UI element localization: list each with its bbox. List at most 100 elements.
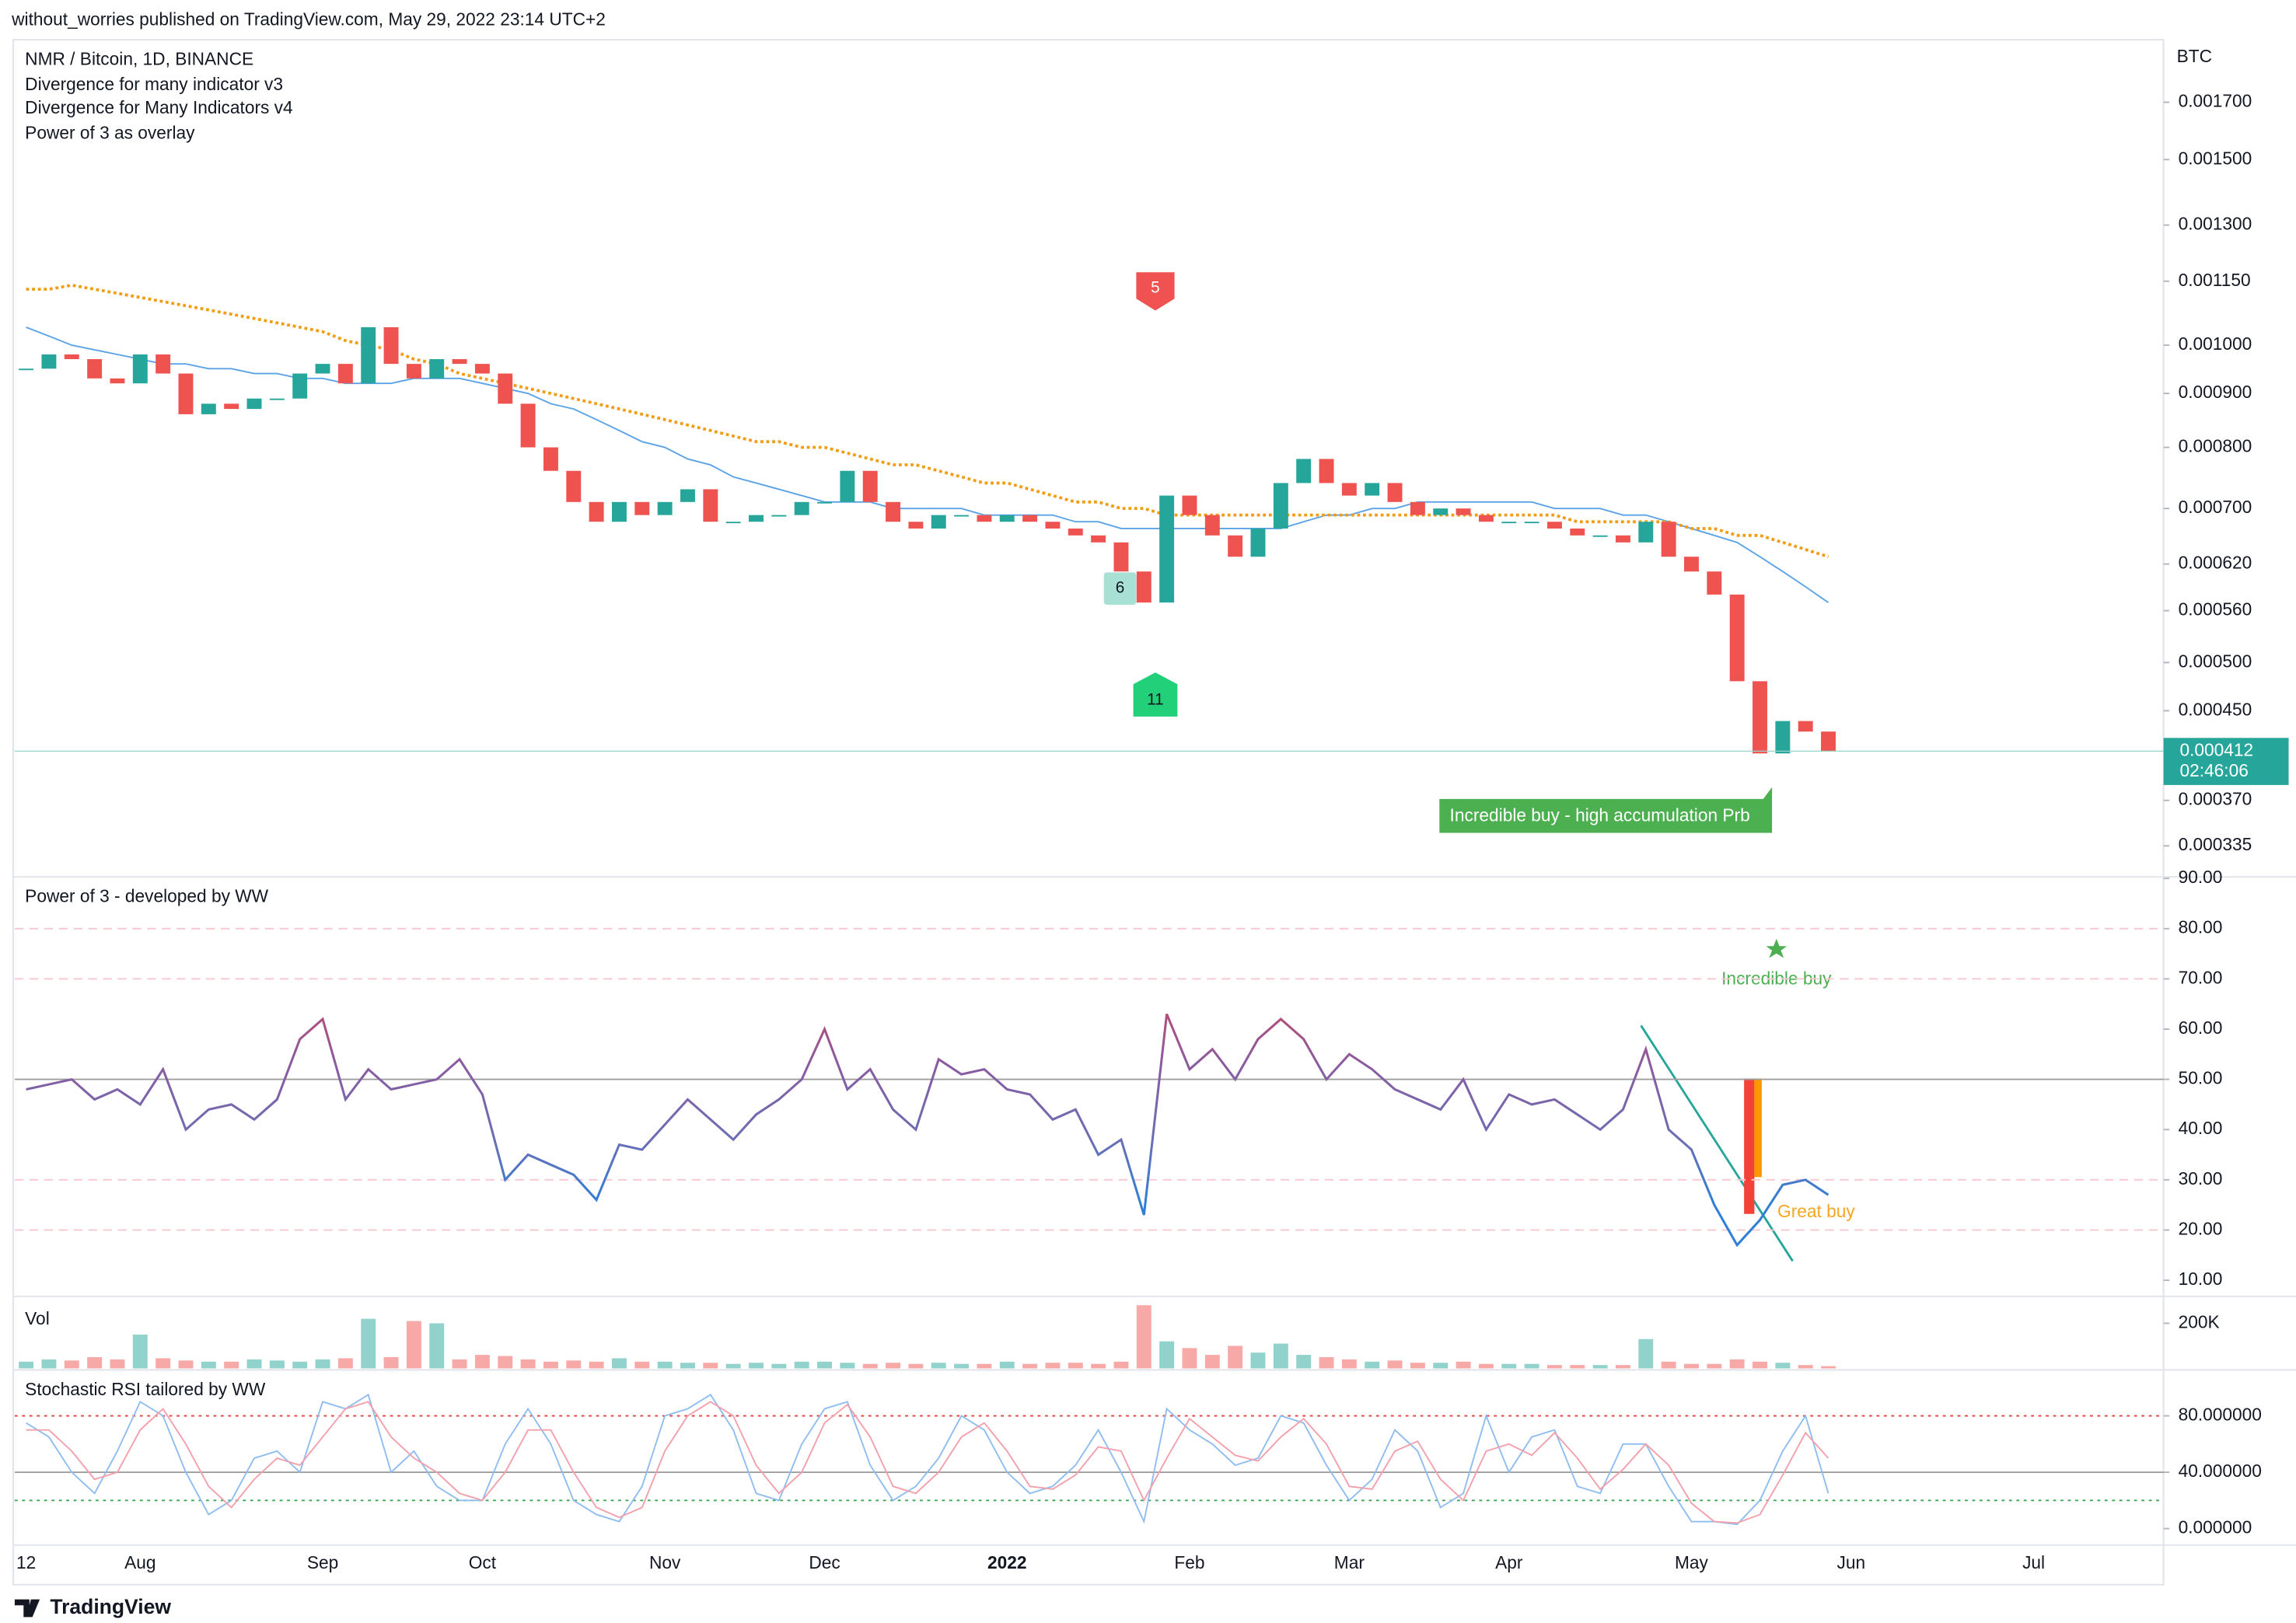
x-tick-label: May — [1675, 1552, 1709, 1572]
volume-bar — [1273, 1343, 1288, 1369]
candle — [201, 403, 216, 414]
volume-bar — [1821, 1366, 1836, 1369]
candle — [931, 515, 946, 529]
volume-bar — [337, 1358, 353, 1369]
candle — [725, 522, 741, 524]
candle — [64, 354, 79, 360]
x-tick-label: Jun — [1837, 1552, 1866, 1572]
last-price-box — [2163, 738, 2289, 785]
annotation-box — [1439, 787, 1773, 833]
candle — [954, 515, 970, 517]
axis-label: BTC — [2177, 46, 2212, 66]
volume-bar — [1341, 1359, 1357, 1369]
volume-bar — [611, 1358, 627, 1369]
candle — [1365, 483, 1380, 496]
header: without_worries published on TradingView… — [11, 9, 606, 30]
volume-bar — [1113, 1361, 1129, 1369]
volume-bar — [999, 1361, 1015, 1369]
y-tick-label: 0.001150 — [2179, 270, 2251, 290]
candle — [1387, 483, 1403, 502]
x-tick-label: 2022 — [987, 1552, 1027, 1572]
candle — [680, 489, 695, 502]
candle — [498, 373, 513, 404]
candle — [543, 447, 558, 471]
volume-bar — [1775, 1363, 1791, 1369]
volume-bar — [954, 1363, 970, 1369]
volume-bar — [41, 1359, 57, 1369]
volume-bar — [908, 1363, 924, 1369]
candle — [1456, 508, 1471, 515]
volume-bar — [1182, 1348, 1197, 1369]
candle — [1296, 459, 1312, 483]
y-tick-label: 0.000370 — [2179, 789, 2252, 809]
candle — [703, 489, 718, 522]
pane-title: Vol — [25, 1308, 50, 1328]
signal-bar — [1744, 1078, 1755, 1214]
y-tick-label: 50.00 — [2179, 1068, 2223, 1088]
candle — [1615, 535, 1630, 543]
volume-bar — [429, 1323, 445, 1369]
volume-bar — [474, 1355, 490, 1369]
volume-bar — [1204, 1355, 1220, 1369]
candle — [1821, 731, 1836, 752]
volume-bar — [1684, 1363, 1699, 1369]
indicator-label: Divergence for Many Indicators v4 — [25, 97, 292, 117]
x-tick-label: Sep — [307, 1552, 338, 1572]
volume-bar — [1319, 1356, 1334, 1369]
x-tick-label: 12 — [16, 1552, 36, 1572]
candle — [1136, 571, 1151, 603]
candle — [1478, 515, 1494, 522]
volume-bar — [1091, 1363, 1106, 1369]
series-line — [26, 1014, 1829, 1248]
volume-bar — [498, 1356, 513, 1369]
volume-bar — [1410, 1363, 1425, 1369]
signal-bar — [1754, 1078, 1762, 1178]
volume-bar — [1228, 1346, 1243, 1369]
candle — [1524, 522, 1539, 524]
candle — [886, 501, 901, 522]
candle — [269, 398, 285, 400]
volume-bar — [292, 1361, 308, 1369]
volume-bar — [1136, 1305, 1151, 1369]
candle — [1729, 594, 1745, 682]
candle — [1159, 495, 1175, 603]
volume-bar — [201, 1361, 216, 1369]
candle — [1638, 522, 1654, 543]
volume-bar — [383, 1356, 399, 1369]
candle — [1228, 535, 1243, 557]
candle — [1707, 571, 1722, 595]
volume-bar — [224, 1361, 239, 1369]
candle — [1068, 528, 1083, 536]
y-tick-label: 0.000620 — [2179, 553, 2252, 573]
annotation: Incredible buy - high accumulation Prb — [1450, 805, 1750, 825]
candle — [337, 364, 353, 384]
indicator-label: Divergence for many indicator v3 — [25, 74, 283, 94]
volume-bar — [794, 1361, 809, 1369]
y-tick-label: 70.00 — [2179, 967, 2223, 987]
volume-bar — [1753, 1361, 1767, 1369]
volume-bar — [657, 1361, 673, 1369]
candle — [1661, 522, 1676, 557]
y-tick-label: 0.000500 — [2179, 651, 2252, 671]
y-tick-label: 40.00 — [2179, 1118, 2223, 1138]
candle — [908, 522, 924, 529]
candle — [1091, 535, 1106, 543]
volume-bar — [725, 1363, 741, 1369]
candle — [977, 515, 992, 522]
series-line — [26, 1401, 1829, 1524]
candle — [1570, 528, 1585, 536]
candle — [520, 403, 536, 448]
volume-bar — [406, 1321, 421, 1369]
candle — [840, 470, 855, 502]
volume-bar — [110, 1359, 125, 1369]
candle — [1684, 557, 1699, 572]
y-tick-label: 10.00 — [2179, 1269, 2223, 1289]
volume-bar — [771, 1363, 787, 1369]
candle — [132, 354, 148, 384]
volume-bar — [520, 1359, 536, 1369]
x-tick-label: Jul — [2022, 1552, 2045, 1572]
volume-bar — [1615, 1365, 1630, 1369]
candle — [429, 359, 445, 379]
